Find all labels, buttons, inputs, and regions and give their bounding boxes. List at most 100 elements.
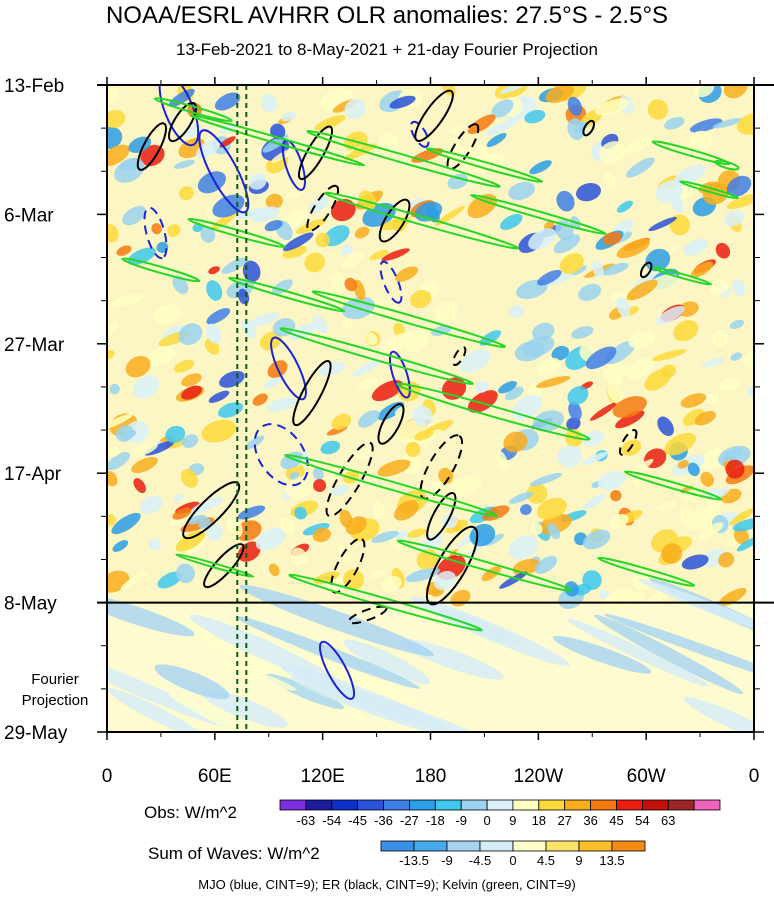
anomaly-blob [139, 495, 163, 514]
colorbar-level-label: 13.5 [599, 853, 624, 868]
anomaly-blob [718, 552, 735, 568]
anomaly-blob [165, 425, 186, 443]
mjo-contour [270, 336, 307, 401]
anomaly-blob [381, 576, 402, 592]
anomaly-blob [534, 556, 558, 574]
anomaly-blob [419, 533, 443, 553]
colorbar-level-label: 4.5 [537, 853, 555, 868]
anomaly-blob [214, 92, 241, 111]
mjo-contour [253, 423, 309, 487]
anomaly-blob [498, 381, 517, 394]
anomaly-blob [187, 514, 207, 525]
kelvin-contour [396, 539, 572, 592]
anomaly-blob [589, 402, 618, 421]
er-contour [168, 101, 197, 143]
anomaly-blob [145, 345, 174, 364]
colorbar-level-label: 0 [483, 813, 490, 828]
mjo-contour [158, 85, 200, 147]
y-tick-label-3: 17-Apr [4, 464, 62, 485]
anomaly-blob [358, 376, 378, 390]
anomaly-blob [435, 206, 466, 226]
anomaly-blob [616, 239, 650, 259]
anomaly-blob [412, 405, 433, 427]
anomaly-blob [219, 370, 245, 388]
anomaly-blob [264, 220, 283, 232]
y-tick-label-0: 13-Feb [4, 76, 64, 97]
er-contour [292, 360, 332, 427]
kelvin-contour [470, 193, 607, 235]
anomaly-blob [111, 512, 141, 535]
kelvin-contour [306, 130, 501, 188]
anomaly-blob [107, 413, 134, 430]
anomaly-blob [694, 85, 715, 98]
colorbar-level-label: 9 [509, 813, 516, 828]
anomaly-blob [366, 332, 378, 346]
anomaly-blob [112, 540, 129, 552]
anomaly-blob [559, 253, 584, 275]
anomaly-blob [576, 182, 601, 202]
anomaly-blob [713, 486, 731, 499]
anomaly-blob [622, 424, 641, 445]
anomaly-blob [181, 385, 203, 400]
kelvin-contour [121, 257, 201, 283]
x-tick-label-5: 60W [627, 766, 666, 787]
projection-band [189, 614, 342, 686]
anomaly-blob [116, 245, 132, 256]
anomaly-blob [107, 126, 123, 149]
anomaly-blob [699, 448, 726, 470]
colorbar-level-label: 63 [661, 813, 675, 828]
anomaly-blob [615, 410, 645, 429]
anomaly-blob [369, 249, 389, 261]
anomaly-blob [648, 216, 677, 232]
anomaly-blob [108, 446, 121, 457]
anomaly-blob [389, 95, 416, 109]
anomaly-blob [294, 506, 307, 520]
anomaly-blob [450, 125, 462, 135]
anomaly-blob [602, 586, 634, 611]
anomaly-blob [318, 361, 346, 376]
anomaly-blob [260, 94, 278, 112]
projection-label-line-0: Fourier [31, 671, 79, 688]
anomaly-blob [626, 157, 655, 178]
anomaly-blob [395, 266, 419, 282]
projection-band [638, 578, 754, 637]
anomaly-blob [474, 380, 489, 393]
anomaly-blob [369, 568, 386, 579]
colorbar-level-label: -27 [400, 813, 419, 828]
anomaly-blob [682, 408, 705, 426]
obs-colorbar: -63 -54 -45 -36 -27 -18 -9 0 9 18 27 36 45 54 63 [279, 799, 721, 828]
anomaly-blob [730, 352, 742, 361]
anomaly-blob [358, 190, 377, 211]
x-tick-label-3: 180 [415, 766, 447, 787]
colorbar-swatch [545, 840, 580, 852]
colorbar-level-label: 18 [532, 813, 546, 828]
colorbar-level-label: -9 [455, 813, 467, 828]
anomaly-blob [132, 442, 158, 457]
colorbar-swatch [693, 799, 721, 811]
anomaly-blob [626, 279, 658, 301]
anomaly-blob [289, 471, 300, 480]
anomaly-blob [107, 350, 115, 360]
anomaly-blob [557, 445, 583, 468]
anomaly-blob [529, 160, 552, 175]
kelvin-contour [153, 97, 233, 122]
anomaly-blob [689, 118, 723, 133]
anomaly-blob [467, 193, 497, 219]
anomaly-blob [622, 591, 645, 610]
er-contour [136, 122, 168, 171]
anomaly-blob [201, 419, 237, 443]
anomaly-blob [724, 210, 744, 227]
anomaly-blob [664, 432, 697, 456]
anomaly-blob [235, 207, 266, 220]
anomaly-blob [556, 190, 575, 212]
kelvin-contour [714, 159, 740, 171]
anomaly-blob [612, 396, 647, 418]
projection-band [214, 660, 297, 691]
anomaly-blob [414, 429, 434, 441]
anomaly-blob [504, 386, 524, 401]
anomaly-blob [743, 351, 754, 368]
er-contour [306, 184, 340, 232]
anomaly-blob [508, 181, 535, 201]
anomaly-blob [605, 365, 624, 386]
colorbar-swatch [434, 799, 462, 811]
